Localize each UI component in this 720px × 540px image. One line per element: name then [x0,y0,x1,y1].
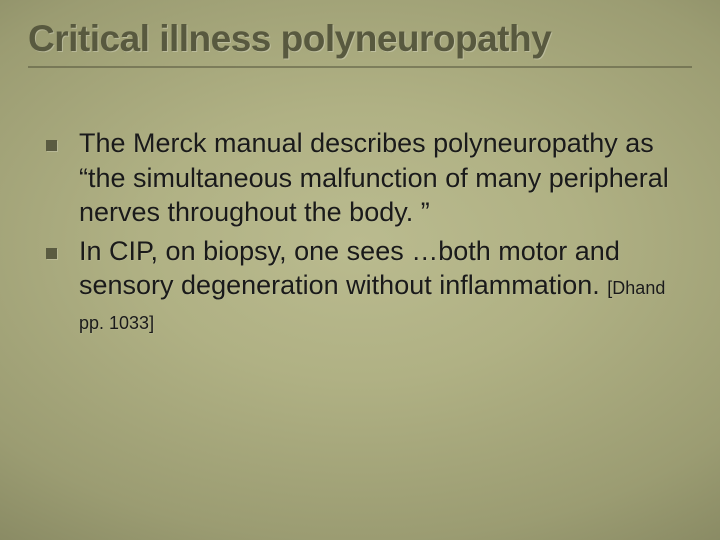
bullet-text: The Merck manual describes polyneuropath… [79,126,682,230]
square-bullet-icon [46,140,57,151]
slide-title: Critical illness polyneuropathy [28,18,692,68]
bullet-item: The Merck manual describes polyneuropath… [46,126,682,230]
bullet-text: In CIP, on biopsy, one sees …both motor … [79,234,682,338]
bullet-body: The Merck manual describes polyneuropath… [79,128,669,227]
slide-content: The Merck manual describes polyneuropath… [28,126,692,337]
slide: Critical illness polyneuropathy The Merc… [0,0,720,540]
bullet-body: In CIP, on biopsy, one sees …both motor … [79,236,620,301]
square-bullet-icon [46,248,57,259]
bullet-item: In CIP, on biopsy, one sees …both motor … [46,234,682,338]
